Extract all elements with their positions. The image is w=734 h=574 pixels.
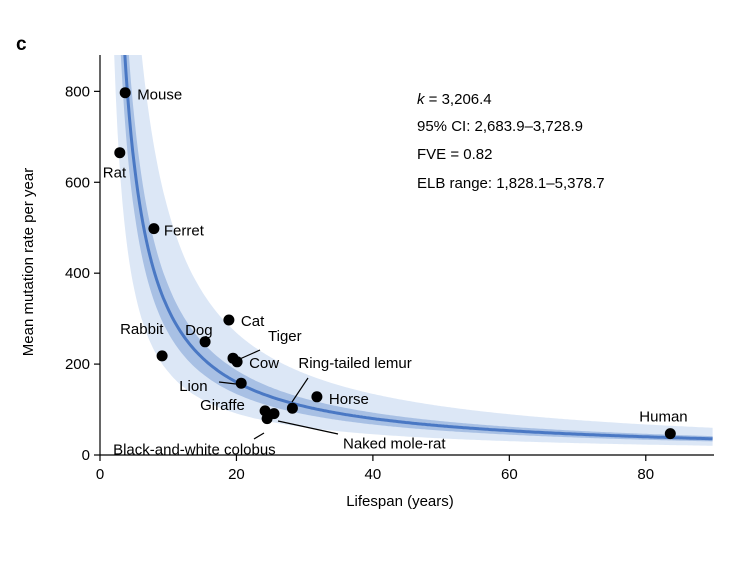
point-label: Horse — [329, 391, 369, 408]
point-label: Black-and-white colobus — [113, 442, 276, 459]
leader-line — [218, 381, 237, 385]
x-tick-label: 80 — [637, 466, 654, 483]
leader-line — [232, 349, 261, 363]
stat-k-symbol: k — [417, 91, 426, 108]
point-label: Human — [639, 409, 687, 426]
point-label: Rabbit — [120, 321, 164, 338]
point-label: Ferret — [164, 223, 205, 240]
point-label: Giraffe — [200, 397, 245, 414]
stat-k: k = 3,206.4 — [417, 91, 492, 108]
data-point-cat — [223, 314, 235, 326]
fit-statistics: k = 3,206.4 95% CI: 2,683.9–3,728.9 FVE … — [417, 91, 605, 192]
label-leader-lines — [218, 349, 339, 440]
data-point-human — [664, 428, 676, 440]
axes — [99, 55, 714, 456]
point-label: Dog — [185, 322, 213, 339]
data-point-black-and-white-colobus — [261, 413, 273, 425]
data-point-mouse — [119, 87, 131, 99]
x-axis-title: Lifespan (years) — [346, 493, 454, 510]
y-tick-label: 200 — [65, 356, 90, 373]
point-label: Cat — [241, 313, 265, 330]
point-label: Lion — [179, 378, 207, 395]
x-tick-label: 0 — [96, 466, 104, 483]
data-point-rat — [114, 147, 126, 159]
stat-ci: 95% CI: 2,683.9–3,728.9 — [417, 118, 583, 135]
y-tick-label: 800 — [65, 83, 90, 100]
data-point-lion — [235, 377, 247, 389]
data-point-ferret — [148, 223, 160, 235]
y-tick-label: 600 — [65, 174, 90, 191]
x-tick-label: 40 — [365, 466, 382, 483]
data-point-dog — [199, 336, 211, 348]
data-point-horse — [311, 391, 323, 403]
fit-curve-line — [123, 55, 713, 441]
point-label: Naked mole-rat — [343, 436, 446, 453]
stat-fve: FVE = 0.82 — [417, 146, 492, 163]
point-label: Tiger — [268, 328, 302, 345]
panel-label: c — [16, 34, 27, 55]
data-point-rabbit — [156, 350, 168, 362]
data-point-ring-tailed-lemur — [286, 402, 298, 414]
stat-k-value: = 3,206.4 — [425, 91, 492, 108]
y-axis-title: Mean mutation rate per year — [20, 168, 37, 356]
leader-line — [291, 377, 309, 403]
point-label: Ring-tailed lemur — [298, 355, 411, 372]
y-tick-label: 400 — [65, 265, 90, 282]
point-label: Mouse — [137, 87, 182, 104]
x-tick-label: 60 — [501, 466, 518, 483]
stat-elb: ELB range: 1,828.1–5,378.7 — [417, 175, 605, 192]
leader-line — [253, 432, 265, 440]
y-tick-label: 0 — [82, 447, 90, 464]
point-label: Cow — [249, 355, 279, 372]
point-label: Rat — [103, 165, 127, 182]
leader-line — [277, 420, 339, 435]
x-tick-label: 20 — [228, 466, 245, 483]
